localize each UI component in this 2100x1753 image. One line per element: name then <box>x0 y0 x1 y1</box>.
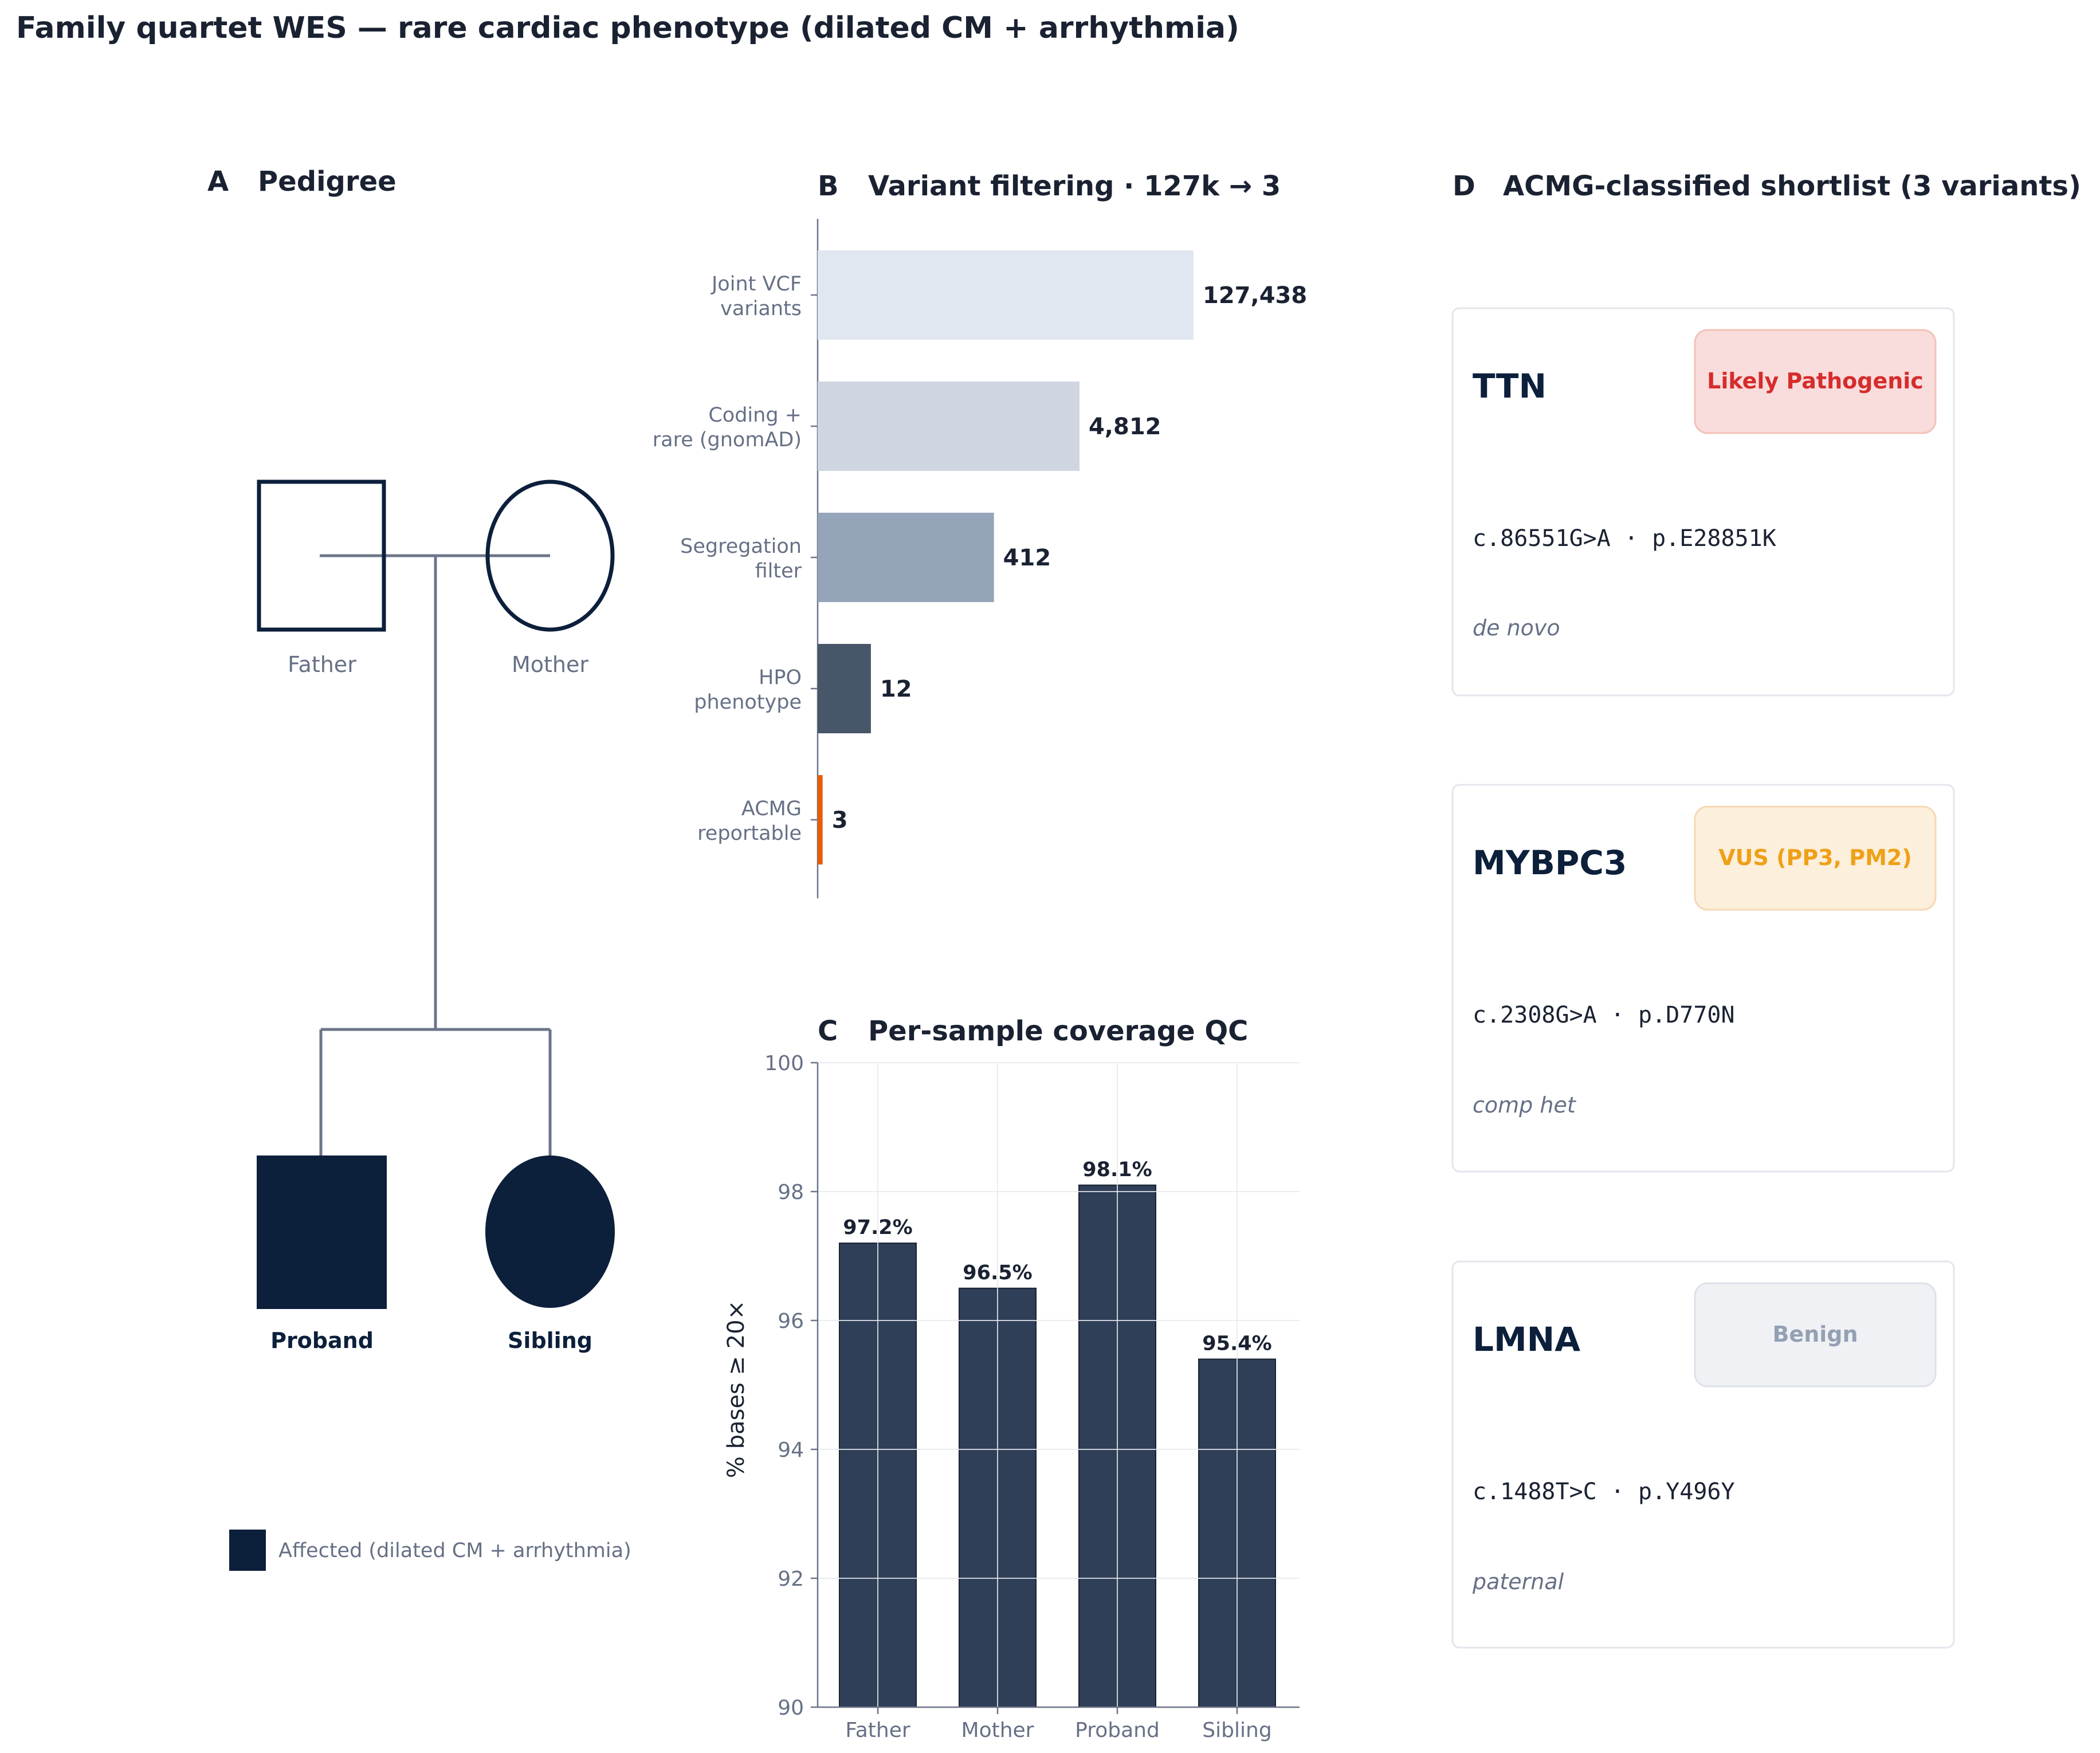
coverage-y-tick-label: 100 <box>764 1052 804 1075</box>
inheritance-mode: comp het <box>1473 1092 1577 1118</box>
panel-a-letter: A <box>207 166 229 198</box>
coverage-y-tick-label: 94 <box>778 1438 804 1462</box>
panel-c-coverage-qc: C Per-sample coverage QC % bases ≥ 20× 9… <box>723 1015 1300 1742</box>
gene-name: LMNA <box>1473 1320 1580 1359</box>
funnel-category-label: HPO phenotype <box>694 666 802 714</box>
panel-b-variant-filtering: B Variant filtering · 127k → 3 127,438 Jo… <box>653 170 1307 898</box>
variant-card: Benign LMNA c.1488T>C · p.Y496Y paternal <box>1451 1260 1955 1649</box>
classification-badge-text: Benign <box>1772 1322 1858 1347</box>
panel-d-title: ACMG-classified shortlist (3 variants) <box>1503 170 2081 202</box>
coverage-y-tick-label: 92 <box>778 1567 804 1591</box>
coverage-x-tick-label: Proband <box>1075 1719 1160 1742</box>
father-label: Father <box>288 652 356 677</box>
coverage-y-tick-label: 90 <box>778 1696 804 1720</box>
funnel-value-label: 3 <box>832 807 848 834</box>
panel-b-title: Variant filtering · 127k → 3 <box>868 170 1281 202</box>
father-symbol <box>257 479 386 632</box>
funnel-category-label: Coding + rare (gnomAD) <box>653 404 802 451</box>
funnel-bar <box>818 382 1080 471</box>
proband-label: Proband <box>270 1328 374 1353</box>
funnel-bar <box>818 513 994 602</box>
panel-a-pedigree: A Pedigree Father Mother Proband Sibling… <box>207 166 631 1571</box>
funnel-bar <box>818 775 823 864</box>
funnel-value-label: 127,438 <box>1203 282 1307 309</box>
proband-symbol <box>257 1155 387 1309</box>
coverage-x-tick-label: Mother <box>961 1719 1034 1742</box>
funnel-bar <box>818 644 871 733</box>
panel-c-title: Per-sample coverage QC <box>868 1015 1248 1047</box>
mother-symbol <box>485 479 615 632</box>
affected-legend-label: Affected (dilated CM + arrhythmia) <box>278 1539 631 1562</box>
hgvs-notation: c.1488T>C · p.Y496Y <box>1473 1479 1735 1505</box>
classification-badge-text: VUS (PP3, PM2) <box>1718 845 1912 870</box>
panel-a-title: Pedigree <box>258 166 397 198</box>
gene-name: TTN <box>1473 367 1546 406</box>
funnel-category-label: ACMG reportable <box>697 797 802 845</box>
classification-badge <box>1694 805 1937 911</box>
panel-b-letter: B <box>818 170 839 202</box>
panel-c-y-axis-label: % bases ≥ 20× <box>723 1300 749 1478</box>
classification-badge-text: Likely Pathogenic <box>1707 368 1924 394</box>
panel-d-letter: D <box>1453 170 1475 202</box>
classification-badge <box>1694 1282 1937 1388</box>
funnel-plot-area: 127,438 Joint VCF variants 4,812 Coding + rar… <box>653 250 1307 864</box>
affected-legend-swatch <box>229 1530 266 1571</box>
funnel-category-label: Joint VCF variants <box>711 273 802 320</box>
gene-name: MYBPC3 <box>1473 843 1627 882</box>
inheritance-mode: de novo <box>1473 615 1560 640</box>
funnel-value-label: 12 <box>880 676 912 702</box>
sibling-label: Sibling <box>508 1328 592 1353</box>
hgvs-notation: c.86551G>A · p.E28851K <box>1473 525 1776 552</box>
funnel-value-label: 4,812 <box>1089 414 1161 440</box>
inheritance-mode: paternal <box>1472 1569 1564 1594</box>
variant-card: VUS (PP3, PM2) MYBPC3 c.2308G>A · p.D770… <box>1451 784 1955 1173</box>
pedigree-lines <box>319 554 552 1157</box>
hgvs-notation: c.2308G>A · p.D770N <box>1473 1002 1735 1028</box>
panel-d-shortlist: D ACMG-classified shortlist (3 variants)… <box>1451 170 2081 1649</box>
coverage-x-tick-label: Sibling <box>1202 1719 1271 1742</box>
coverage-x-tick-label: Father <box>845 1719 910 1742</box>
funnel-bar <box>818 250 1194 340</box>
figure-title: Family quartet WES — rare cardiac phenot… <box>16 11 1239 45</box>
variant-card: Likely Pathogenic TTN c.86551G>A · p.E28… <box>1451 307 1955 697</box>
mother-label: Mother <box>512 652 588 677</box>
funnel-category-label: Segregation filter <box>680 535 802 583</box>
funnel-value-label: 412 <box>1003 545 1051 571</box>
coverage-y-tick-label: 96 <box>778 1310 804 1333</box>
coverage-plot-area: 97.2%Father96.5%Mother98.1%Proband95.4%S… <box>764 1052 1300 1742</box>
panel-c-letter: C <box>818 1015 838 1047</box>
classification-badge <box>1694 329 1937 434</box>
sibling-symbol <box>485 1155 615 1308</box>
coverage-y-tick-label: 98 <box>778 1181 804 1204</box>
